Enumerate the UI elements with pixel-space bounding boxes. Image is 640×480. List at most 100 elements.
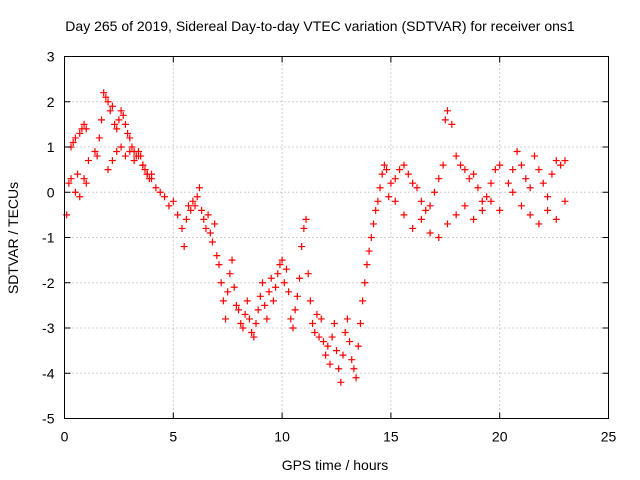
- data-point: [306, 297, 314, 305]
- data-point: [161, 193, 169, 201]
- chart-title: Day 265 of 2019, Sidereal Day-to-day VTE…: [65, 18, 575, 34]
- data-point: [143, 170, 151, 178]
- data-point: [491, 166, 499, 174]
- y-tick-label: 2: [47, 94, 55, 110]
- data-point: [187, 206, 195, 214]
- data-point: [496, 161, 504, 169]
- data-point: [208, 238, 216, 246]
- data-point: [341, 329, 349, 337]
- data-point: [69, 138, 77, 146]
- data-point: [67, 175, 75, 183]
- data-point: [365, 247, 373, 255]
- data-point: [76, 129, 84, 137]
- data-point: [121, 120, 129, 128]
- data-point: [380, 161, 388, 169]
- data-point: [222, 315, 230, 323]
- data-point: [250, 333, 258, 341]
- data-point: [544, 193, 552, 201]
- data-point: [452, 211, 460, 219]
- data-point: [254, 306, 262, 314]
- data-point: [71, 134, 79, 142]
- data-point: [354, 342, 362, 350]
- data-point: [91, 148, 99, 156]
- data-point: [548, 170, 556, 178]
- data-point: [378, 170, 386, 178]
- y-tick-label: -5: [42, 411, 55, 427]
- data-point: [80, 120, 88, 128]
- data-point: [348, 356, 356, 364]
- x-tick-label: 15: [383, 429, 399, 445]
- data-point: [400, 161, 408, 169]
- x-tick-label: 25: [601, 429, 617, 445]
- data-point: [517, 161, 525, 169]
- data-point: [256, 292, 264, 300]
- data-point: [239, 324, 247, 332]
- data-point: [198, 206, 206, 214]
- data-point: [526, 184, 534, 192]
- data-point: [189, 197, 197, 205]
- data-point: [148, 175, 156, 183]
- data-point: [552, 157, 560, 165]
- data-point: [93, 152, 101, 160]
- data-point: [526, 211, 534, 219]
- data-point: [280, 279, 288, 287]
- data-point: [282, 265, 290, 273]
- data-point: [313, 310, 321, 318]
- data-point: [76, 193, 84, 201]
- data-point: [232, 301, 240, 309]
- data-point: [504, 179, 512, 187]
- data-point: [291, 306, 299, 314]
- data-point: [263, 315, 271, 323]
- data-point: [535, 220, 543, 228]
- data-point: [513, 148, 521, 156]
- data-point: [134, 152, 142, 160]
- data-point: [509, 166, 517, 174]
- data-point: [385, 193, 393, 201]
- data-point: [383, 166, 391, 174]
- data-point: [267, 274, 275, 282]
- data-point: [448, 120, 456, 128]
- data-point: [298, 243, 306, 251]
- data-point: [311, 329, 319, 337]
- data-point: [483, 193, 491, 201]
- y-tick-labels: -5 -4 -3 -2 -1 0 1 2 3: [42, 49, 55, 427]
- data-point: [487, 179, 495, 187]
- x-tick-label: 10: [274, 429, 290, 445]
- data-point: [204, 211, 212, 219]
- data-point: [359, 297, 367, 305]
- data-point: [108, 157, 116, 165]
- data-point: [82, 179, 90, 187]
- data-point: [285, 288, 293, 296]
- data-point: [352, 374, 360, 382]
- data-point: [326, 360, 334, 368]
- data-point: [404, 170, 412, 178]
- data-point: [113, 125, 121, 133]
- data-point: [426, 202, 434, 210]
- data-point: [248, 329, 256, 337]
- data-point: [241, 310, 249, 318]
- data-point: [211, 220, 219, 228]
- data-point: [191, 202, 199, 210]
- y-tick-label: -2: [42, 275, 55, 291]
- data-point: [287, 315, 295, 323]
- data-point: [317, 315, 325, 323]
- data-point: [217, 279, 225, 287]
- data-point: [215, 261, 223, 269]
- data-point: [330, 319, 338, 327]
- data-point: [396, 166, 404, 174]
- data-point: [74, 170, 82, 178]
- data-point: [219, 297, 227, 305]
- data-point: [531, 152, 539, 160]
- data-point: [435, 234, 443, 241]
- data-point: [182, 215, 190, 223]
- data-point: [193, 193, 201, 201]
- data-point: [296, 274, 304, 282]
- data-point: [374, 197, 382, 205]
- data-point: [139, 161, 147, 169]
- data-point: [417, 215, 425, 223]
- data-point: [245, 315, 253, 323]
- data-point: [104, 98, 112, 106]
- y-tick-label: -4: [42, 365, 55, 381]
- data-point: [439, 161, 447, 169]
- data-point: [496, 206, 504, 214]
